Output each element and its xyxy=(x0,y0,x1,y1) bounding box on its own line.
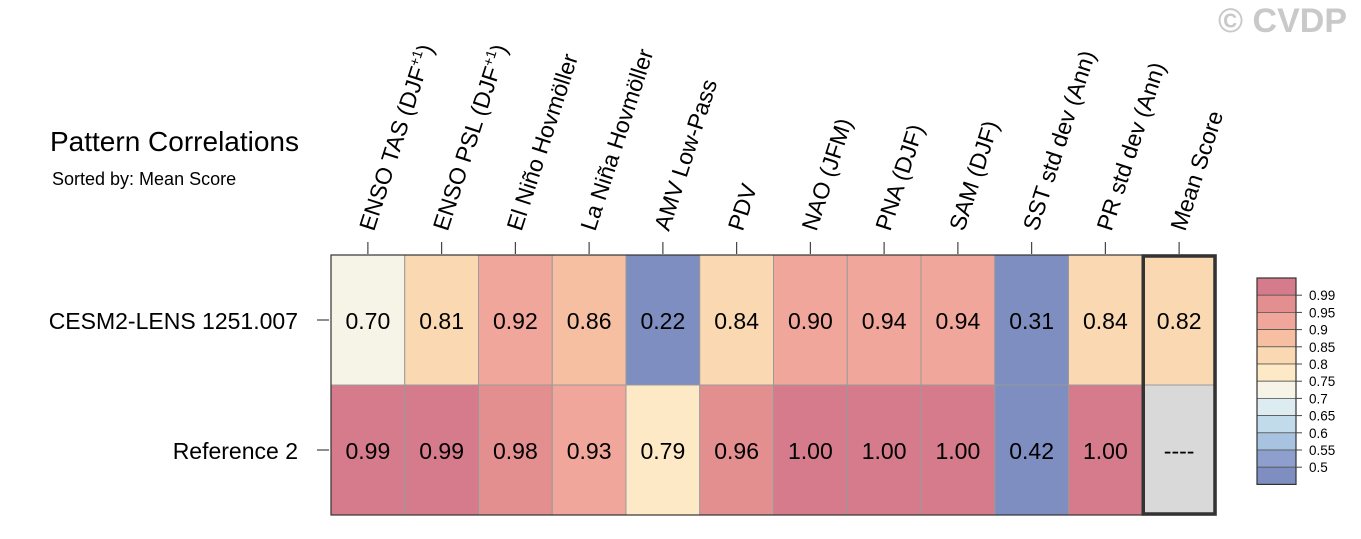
heatmap-cell xyxy=(330,384,406,516)
heatmap-cell xyxy=(551,384,627,516)
cell-value-label: 0.98 xyxy=(493,438,538,464)
colorbar-label: 0.55 xyxy=(1309,443,1335,458)
heatmap-cell xyxy=(773,384,848,516)
cell-value-label: 0.90 xyxy=(788,308,833,334)
colorbar-label: 0.9 xyxy=(1309,323,1328,338)
cell-value-label: 0.31 xyxy=(1009,308,1054,334)
colorbar-label: 0.6 xyxy=(1309,426,1328,441)
colorbar-swatch xyxy=(1256,311,1297,330)
colorbar-label: 0.8 xyxy=(1309,357,1328,372)
cell-value-label: 1.00 xyxy=(862,438,907,464)
column-label: PDV xyxy=(723,180,763,234)
heatmap-cell xyxy=(625,384,701,516)
column-label: Mean Score xyxy=(1165,108,1228,234)
heatmap-cell xyxy=(1141,254,1217,386)
cell-value-label: 0.22 xyxy=(640,308,685,334)
column-label: PNA (DJF) xyxy=(870,121,929,234)
cell-value-label: 0.79 xyxy=(640,438,685,464)
heatmap-cell xyxy=(404,254,479,386)
colorbar-label: 0.75 xyxy=(1309,374,1335,389)
colorbar-label: 0.95 xyxy=(1309,305,1335,320)
cell-value-label: 0.86 xyxy=(567,308,612,334)
colorbar-swatch xyxy=(1256,346,1297,365)
colorbar-swatch xyxy=(1256,277,1297,296)
row-label: CESM2-LENS 1251.007 xyxy=(49,308,298,334)
cell-value-label: 0.96 xyxy=(714,438,759,464)
cell-value-label: ---- xyxy=(1164,438,1195,464)
colorbar-swatch xyxy=(1256,329,1297,348)
cell-value-label: 0.99 xyxy=(419,438,464,464)
cell-value-label: 0.82 xyxy=(1157,308,1202,334)
heatmap-cell xyxy=(846,254,922,386)
heatmap-cell xyxy=(699,384,774,516)
heatmap-cell xyxy=(846,384,922,516)
column-label: SAM (DJF) xyxy=(944,117,1004,233)
cell-value-label: 0.70 xyxy=(345,308,390,334)
cell-value-label: 0.94 xyxy=(935,308,980,334)
colorbar-swatch xyxy=(1256,363,1297,382)
colorbar-swatch xyxy=(1256,415,1297,434)
heatmap-cell xyxy=(1068,254,1143,386)
column-label: PR std dev (Ann) xyxy=(1091,59,1170,234)
cell-value-label: 0.92 xyxy=(493,308,538,334)
heatmap-cell xyxy=(478,254,553,386)
mean-score-highlight xyxy=(1141,254,1217,516)
colorbar-swatch xyxy=(1256,380,1297,399)
colorbar-swatch xyxy=(1256,294,1297,313)
cell-value-label: 1.00 xyxy=(1083,438,1128,464)
heatmap-cell xyxy=(920,384,996,516)
colorbar-swatch xyxy=(1256,466,1297,485)
cell-value-label: 1.00 xyxy=(788,438,833,464)
column-label: La Niña Hovmöller xyxy=(575,45,658,233)
cell-value-label: 0.99 xyxy=(345,438,390,464)
colorbar-swatch xyxy=(1256,449,1297,468)
column-label: SST std dev (Ann) xyxy=(1018,47,1101,233)
chart-title: Pattern Correlations xyxy=(50,126,300,157)
watermark: © CVDP xyxy=(1218,2,1347,40)
heatmap-cell xyxy=(478,384,553,516)
colorbar-label: 0.7 xyxy=(1309,391,1328,406)
row-label: Reference 2 xyxy=(173,438,298,464)
cell-value-label: 0.93 xyxy=(567,438,612,464)
colorbar-label: 0.85 xyxy=(1309,340,1335,355)
colorbar-label: 0.99 xyxy=(1309,288,1335,303)
heatmap-cell xyxy=(920,254,996,386)
cell-value-label: 0.84 xyxy=(714,308,759,334)
column-label: NAO (JFM) xyxy=(796,115,857,234)
cell-value-label: 1.00 xyxy=(935,438,980,464)
cell-value-label: 0.81 xyxy=(419,308,464,334)
colorbar-label: 0.5 xyxy=(1309,460,1328,475)
cell-value-label: 0.84 xyxy=(1083,308,1128,334)
chart-subtitle: Sorted by: Mean Score xyxy=(52,169,237,189)
column-label: AMV Low-Pass xyxy=(649,76,722,234)
colorbar-swatch xyxy=(1256,397,1297,416)
column-label: ENSO PSL (DJF+1) xyxy=(427,41,513,234)
cell-value-label: 0.94 xyxy=(862,308,907,334)
heatmap-cell xyxy=(404,384,479,516)
cell-value-label: 0.42 xyxy=(1009,438,1054,464)
heatmap-cell xyxy=(1068,384,1143,516)
column-label: El Niño Hovmöller xyxy=(501,50,583,233)
colorbar-label: 0.65 xyxy=(1309,409,1335,424)
column-label: ENSO TAS (DJF+1) xyxy=(353,41,439,234)
colorbar-swatch xyxy=(1256,432,1297,451)
